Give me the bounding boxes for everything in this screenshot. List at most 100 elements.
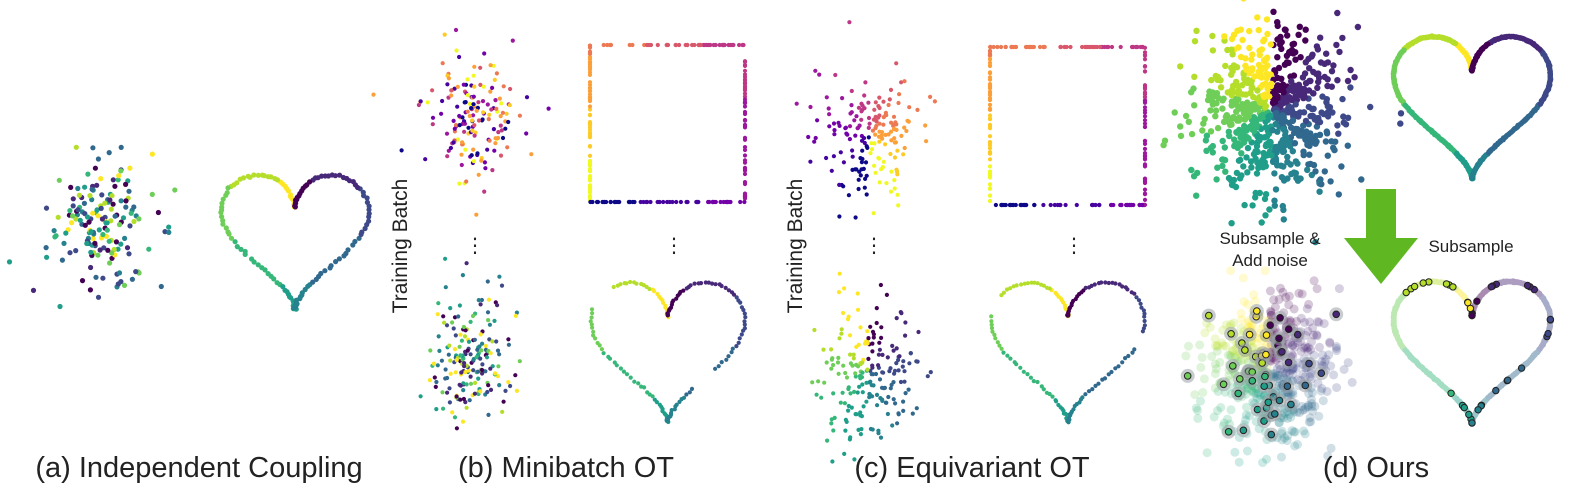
scatter-point bbox=[1191, 73, 1198, 81]
scatter-point bbox=[734, 344, 739, 349]
scatter-point bbox=[1287, 73, 1294, 80]
scatter-point bbox=[1323, 96, 1331, 103]
scatter-point bbox=[879, 325, 884, 330]
scatter-point bbox=[116, 270, 123, 276]
scatter-point bbox=[1093, 383, 1098, 388]
scatter-point bbox=[449, 88, 454, 93]
scatter-point bbox=[1492, 386, 1500, 395]
scatter-point bbox=[874, 392, 880, 397]
scatter-point bbox=[987, 89, 993, 94]
scatter-point bbox=[628, 375, 633, 380]
scatter-point bbox=[1267, 430, 1276, 439]
scatter-point bbox=[1393, 330, 1399, 337]
scatter-point bbox=[844, 375, 850, 380]
scatter-point bbox=[617, 199, 622, 205]
scatter-point bbox=[84, 214, 91, 220]
scatter-point bbox=[451, 140, 456, 145]
scatter-point bbox=[1545, 304, 1551, 311]
scatter-point bbox=[1399, 342, 1405, 349]
scatter-point bbox=[597, 343, 602, 348]
scatter-point bbox=[1193, 27, 1200, 34]
scatter-point bbox=[1229, 86, 1236, 93]
scatter-point bbox=[1300, 342, 1310, 352]
scatter-point bbox=[43, 245, 49, 251]
scatter-point bbox=[451, 118, 456, 123]
scatter-point bbox=[813, 68, 818, 73]
scatter-point bbox=[1300, 404, 1309, 414]
scatter-point bbox=[1025, 372, 1030, 377]
scatter-point bbox=[1240, 109, 1248, 117]
scatter-point bbox=[1254, 14, 1261, 21]
panel-c-noise-bottom bbox=[810, 271, 933, 464]
scatter-point bbox=[514, 388, 520, 393]
scatter-point bbox=[1260, 149, 1267, 157]
scatter-point bbox=[1064, 412, 1069, 417]
scatter-point bbox=[1209, 47, 1217, 54]
scatter-point bbox=[1013, 44, 1019, 50]
scatter-point bbox=[1288, 124, 1295, 131]
scatter-point bbox=[831, 428, 836, 433]
scatter-point bbox=[1405, 350, 1411, 357]
scatter-point bbox=[1441, 384, 1448, 391]
scatter-point bbox=[1287, 85, 1294, 92]
scatter-point bbox=[737, 42, 742, 48]
scatter-point bbox=[1301, 93, 1309, 101]
scatter-point bbox=[884, 292, 890, 297]
scatter-point bbox=[853, 215, 858, 220]
scatter-point bbox=[1249, 202, 1256, 209]
scatter-point bbox=[1266, 321, 1274, 330]
scatter-point bbox=[729, 350, 734, 355]
scatter-point bbox=[1539, 294, 1546, 301]
scatter-point bbox=[1314, 84, 1321, 92]
scatter-point bbox=[271, 276, 277, 282]
scatter-point bbox=[506, 119, 511, 125]
scatter-point bbox=[1129, 290, 1134, 295]
scatter-point bbox=[1335, 191, 1343, 198]
scatter-point bbox=[881, 115, 886, 120]
scatter-point bbox=[1037, 44, 1043, 50]
scatter-point bbox=[1097, 202, 1102, 208]
scatter-point bbox=[477, 344, 482, 349]
scatter-point bbox=[999, 346, 1004, 351]
scatter-point bbox=[443, 367, 448, 372]
scatter-point bbox=[632, 379, 637, 384]
scatter-point bbox=[79, 278, 86, 284]
scatter-point bbox=[1207, 128, 1215, 135]
scatter-point bbox=[839, 331, 844, 336]
scatter-point bbox=[480, 362, 485, 367]
scatter-point bbox=[1503, 278, 1510, 285]
scatter-point bbox=[742, 109, 748, 115]
scatter-point bbox=[726, 354, 731, 359]
scatter-point bbox=[885, 355, 890, 360]
scatter-point bbox=[90, 235, 96, 242]
scatter-point bbox=[89, 197, 95, 203]
scatter-point bbox=[858, 173, 863, 178]
scatter-point bbox=[1317, 34, 1324, 41]
scatter-point bbox=[172, 187, 178, 193]
scatter-point bbox=[1468, 311, 1476, 320]
scatter-point bbox=[1397, 120, 1404, 127]
scatter-point bbox=[1303, 402, 1313, 412]
scatter-point bbox=[591, 333, 596, 338]
scatter-point bbox=[742, 104, 748, 109]
scatter-point bbox=[642, 385, 647, 390]
scatter-point bbox=[1241, 346, 1249, 354]
scatter-point bbox=[1080, 395, 1085, 400]
scatter-point bbox=[1487, 283, 1496, 291]
scatter-point bbox=[1092, 44, 1098, 50]
scatter-point bbox=[1429, 373, 1435, 380]
scatter-point bbox=[903, 391, 908, 396]
scatter-point bbox=[1504, 376, 1512, 384]
scatter-point bbox=[1271, 67, 1278, 74]
scatter-point bbox=[1197, 353, 1207, 362]
scatter-point bbox=[466, 368, 471, 373]
scatter-point bbox=[494, 71, 499, 76]
scatter-point bbox=[463, 147, 468, 152]
scatter-point bbox=[454, 48, 459, 53]
scatter-point bbox=[1391, 328, 1398, 335]
scatter-point bbox=[1319, 319, 1329, 329]
scatter-point bbox=[863, 176, 868, 181]
scatter-point bbox=[450, 320, 455, 325]
scatter-point bbox=[1106, 44, 1111, 50]
scatter-point bbox=[588, 319, 593, 324]
